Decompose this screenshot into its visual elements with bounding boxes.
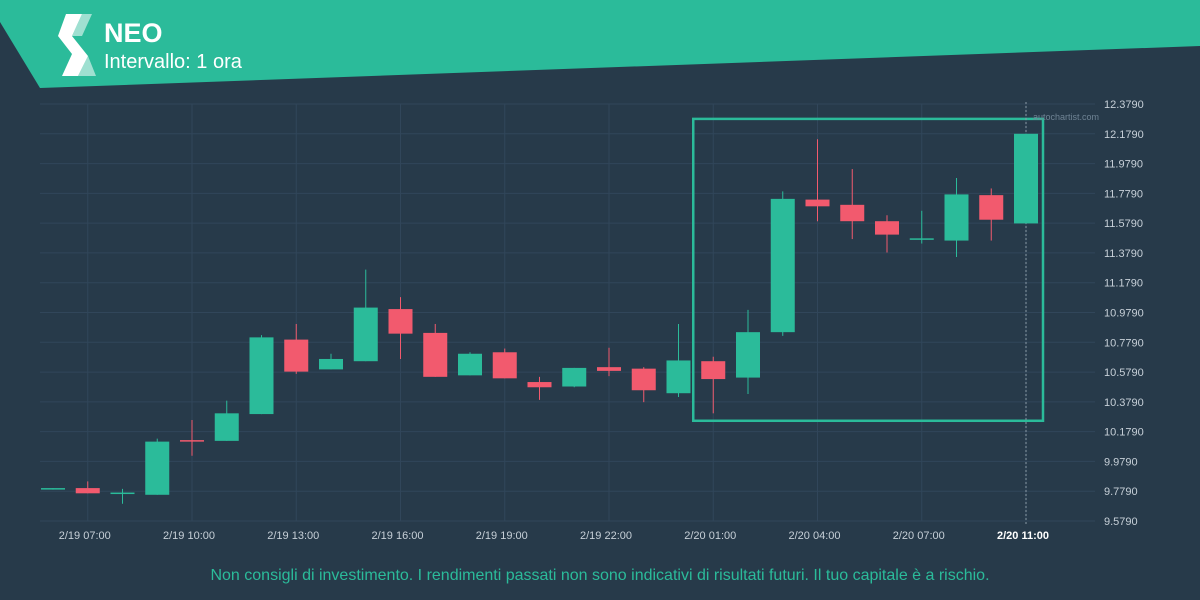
- interval-caption: Intervallo:: [104, 51, 191, 73]
- interval-value: 1 ora: [196, 51, 242, 73]
- pattern-box-outline: [692, 117, 1045, 423]
- candle-body: [388, 309, 413, 334]
- interval-label: Intervallo: 1 ora: [104, 50, 242, 74]
- candle-body: [41, 488, 65, 490]
- candle-body: [875, 221, 899, 235]
- candle-body: [527, 382, 552, 388]
- candle-body: [284, 339, 309, 372]
- x-tick-label: 2/19 22:00: [580, 530, 632, 542]
- candle-body: [805, 199, 830, 207]
- candle-body: [492, 352, 517, 379]
- candle-body: [562, 367, 587, 387]
- y-tick-label: 11.9790: [1104, 159, 1143, 171]
- y-tick-label: 11.5790: [1104, 218, 1143, 230]
- candle-body: [840, 204, 865, 222]
- instrument-symbol: NEO: [104, 18, 163, 48]
- y-tick-label: 10.7790: [1104, 337, 1144, 349]
- x-tick-label: 2/20 11:00: [997, 530, 1049, 542]
- disclaimer-text: Non consigli di investimento. I rendimen…: [210, 567, 990, 584]
- y-tick-label: 9.9790: [1104, 456, 1138, 468]
- x-tick-label: 2/19 13:00: [267, 530, 319, 542]
- header-banner: [0, 0, 1200, 88]
- y-tick-label: 10.3790: [1104, 397, 1144, 409]
- x-tick-label: 2/20 07:00: [893, 530, 945, 542]
- y-tick-label: 12.1790: [1104, 129, 1144, 141]
- chart-gridlines: [40, 103, 1095, 522]
- y-tick-label: 9.5790: [1104, 516, 1138, 528]
- x-tick-label: 2/19 16:00: [372, 530, 424, 542]
- x-tick-label: 2/20 01:00: [684, 530, 736, 542]
- candle-body: [736, 332, 760, 378]
- candle-body: [180, 440, 204, 442]
- candle-body: [214, 413, 239, 441]
- autochartist-logo-icon: [58, 14, 96, 76]
- y-tick-label: 10.9790: [1104, 308, 1144, 320]
- candle-body: [979, 195, 1004, 220]
- candle-body: [75, 488, 100, 494]
- candles-group: [41, 133, 1038, 504]
- candle-body: [319, 358, 343, 370]
- candle-body: [944, 194, 969, 241]
- y-tick-label: 11.1790: [1104, 278, 1143, 290]
- candle-body: [353, 307, 378, 362]
- candle-body: [145, 441, 170, 495]
- x-tick-label: 2/19 19:00: [476, 530, 528, 542]
- candle-body: [423, 332, 448, 377]
- pattern-highlight-box: [692, 102, 1045, 524]
- candle-body: [1014, 133, 1038, 224]
- y-tick-label: 12.3790: [1104, 99, 1144, 111]
- candle-body: [631, 368, 656, 391]
- candle-body: [110, 492, 135, 495]
- y-tick-label: 10.5790: [1104, 367, 1144, 379]
- candle-body: [666, 360, 691, 394]
- y-tick-label: 11.3790: [1104, 248, 1143, 260]
- candle-body: [597, 367, 621, 371]
- y-tick-label: 10.1790: [1104, 427, 1144, 439]
- candle-body: [458, 353, 482, 376]
- y-axis-labels: 12.3790 12.1790 11.9790 11.7790 11.5790 11.37…: [1104, 99, 1144, 528]
- x-tick-label: 2/19 10:00: [163, 530, 215, 542]
- y-tick-label: 9.7790: [1104, 486, 1138, 498]
- x-tick-label: 2/19 07:00: [59, 530, 111, 542]
- y-tick-label: 11.7790: [1104, 188, 1143, 200]
- candle-body: [909, 238, 934, 240]
- x-tick-label: 2/20 04:00: [789, 530, 841, 542]
- candle-body: [701, 361, 726, 380]
- watermark: autochartist.com: [1033, 112, 1099, 122]
- candle-body: [249, 337, 274, 415]
- candle-body: [770, 198, 795, 333]
- x-axis-labels: 2/19 07:00 2/19 10:00 2/19 13:00 2/19 16:00…: [59, 530, 1049, 542]
